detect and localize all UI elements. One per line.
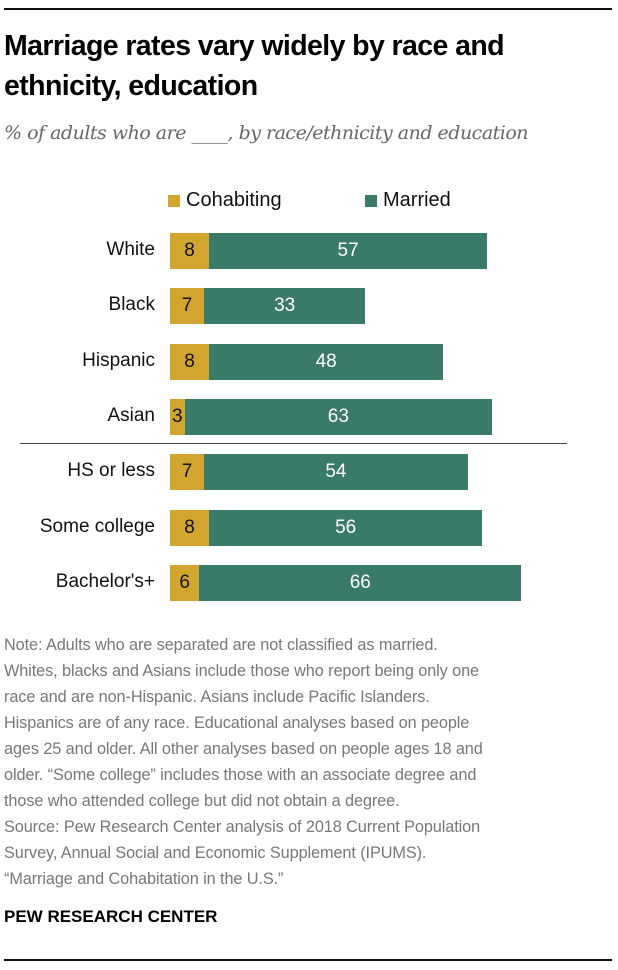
bar-married bbox=[199, 565, 522, 601]
bottom-rule bbox=[4, 959, 612, 961]
note-line: race and are non-Hispanic. Asians includ… bbox=[4, 688, 430, 706]
bar-cohabiting bbox=[170, 344, 210, 380]
legend-label: Married bbox=[383, 189, 451, 211]
data-label-cohabiting: 6 bbox=[179, 572, 190, 593]
bar-cohabiting bbox=[170, 288, 205, 324]
chart-subtitle: % of adults who are ____, by race/ethnic… bbox=[4, 122, 529, 144]
bar-married bbox=[184, 399, 493, 435]
data-label-cohabiting: 8 bbox=[184, 240, 195, 261]
data-label-cohabiting: 7 bbox=[181, 461, 193, 482]
top-rule bbox=[4, 8, 612, 10]
bar-married bbox=[209, 344, 444, 380]
data-label-married: 63 bbox=[327, 406, 349, 427]
legend-label: Cohabiting bbox=[186, 189, 282, 211]
chart-title: Marriage rates vary widely by race and e… bbox=[4, 30, 505, 102]
bar-cohabiting bbox=[170, 454, 205, 490]
bar-cohabiting bbox=[170, 399, 185, 435]
data-label-cohabiting: 8 bbox=[184, 517, 195, 538]
note-line: those who attended college but did not o… bbox=[4, 792, 400, 810]
legend-married: Married bbox=[365, 189, 451, 212]
bar-married bbox=[209, 510, 483, 546]
note-line: Source: Pew Research Center analysis of … bbox=[4, 818, 481, 836]
data-label-married: 33 bbox=[274, 295, 296, 316]
data-label-cohabiting: 8 bbox=[184, 351, 195, 372]
note-line: Survey, Annual Social and Economic Suppl… bbox=[4, 844, 427, 862]
legend-cohabiting: Cohabiting bbox=[168, 189, 282, 212]
category-label: Hispanic bbox=[82, 350, 155, 371]
category-label: Bachelor's+ bbox=[55, 571, 155, 592]
note-line: “Marriage and Cohabitation in the U.S.” bbox=[4, 870, 284, 888]
legend-swatch-married bbox=[365, 194, 377, 207]
brand-logo-text: PEW RESEARCH CENTER bbox=[4, 907, 218, 926]
note-line: older. “Some college” includes those wit… bbox=[4, 766, 477, 784]
category-label: Black bbox=[108, 294, 155, 315]
bar-cohabiting bbox=[170, 233, 210, 269]
category-label: HS or less bbox=[67, 460, 155, 481]
bar-chart: White 8 57 Black 7 33 Hispanic 8 48 Asian 3 63 HS or… bbox=[39, 233, 522, 601]
category-label: Asian bbox=[107, 405, 155, 426]
bar-married bbox=[209, 233, 488, 269]
category-label: White bbox=[106, 239, 155, 260]
bar-cohabiting bbox=[170, 510, 210, 546]
note-line: Hispanics are of any race. Educational a… bbox=[4, 714, 470, 732]
bar-cohabiting bbox=[170, 565, 200, 601]
chart-notes: Note: Adults who are separated are not c… bbox=[4, 632, 483, 892]
group-divider bbox=[20, 443, 567, 444]
data-label-married: 56 bbox=[335, 517, 357, 538]
bar-married bbox=[204, 454, 468, 490]
note-line: Whites, blacks and Asians include those … bbox=[4, 662, 479, 680]
data-label-married: 57 bbox=[337, 240, 359, 261]
data-label-cohabiting: 3 bbox=[172, 406, 183, 427]
data-label-cohabiting: 7 bbox=[181, 295, 193, 316]
note-line: ages 25 and older. All other analyses ba… bbox=[4, 740, 483, 758]
note-line: Note: Adults who are separated are not c… bbox=[4, 636, 438, 654]
legend-swatch-cohabiting bbox=[168, 194, 180, 207]
category-label: Some college bbox=[39, 516, 155, 537]
data-label-married: 54 bbox=[325, 461, 347, 482]
data-label-married: 66 bbox=[349, 572, 371, 593]
data-label-married: 48 bbox=[315, 351, 337, 372]
bar-married bbox=[204, 288, 366, 324]
